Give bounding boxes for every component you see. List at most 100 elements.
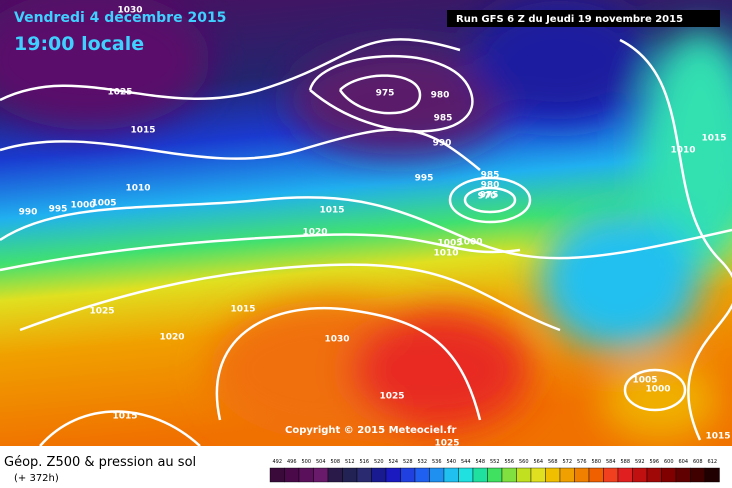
isobar-label: 1015	[705, 432, 730, 442]
isobar-label: 1015	[230, 305, 255, 315]
legend-label: 516	[359, 459, 369, 465]
isobar-label: 970	[478, 192, 497, 202]
legend-swatch	[559, 467, 575, 483]
footer-subtitle: (+ 372h)	[14, 473, 59, 484]
legend-swatch	[617, 467, 633, 483]
legend-label: 568	[548, 459, 558, 465]
legend-swatch	[603, 467, 619, 483]
legend-swatch	[487, 467, 503, 483]
legend-swatch	[443, 467, 459, 483]
isobar-label: 1025	[107, 88, 132, 98]
isobar-label: 1000	[70, 201, 95, 211]
isobar-label: 1020	[159, 333, 184, 343]
isobar-label: 1015	[112, 412, 137, 422]
legend-swatch	[632, 467, 648, 483]
legend-swatch	[385, 467, 401, 483]
isobar-label: 990	[19, 208, 38, 218]
isobar-label: 1025	[434, 439, 459, 449]
legend-swatch	[400, 467, 416, 483]
legend-label: 508	[330, 459, 340, 465]
legend-swatch	[414, 467, 430, 483]
legend-label: 608	[693, 459, 703, 465]
isobar-label: 1020	[302, 228, 327, 238]
legend-swatch	[313, 467, 329, 483]
isobar-label: 1025	[379, 392, 404, 402]
legend-label: 576	[577, 459, 587, 465]
legend-swatch	[690, 467, 706, 483]
legend-swatch	[501, 467, 517, 483]
legend-label: 580	[591, 459, 601, 465]
legend-swatch	[284, 467, 300, 483]
legend-swatch	[646, 467, 662, 483]
isobar-label: 995	[415, 174, 434, 184]
footer-title: Géop. Z500 & pression au sol	[4, 455, 196, 470]
legend-swatch	[574, 467, 590, 483]
legend-label: 584	[606, 459, 616, 465]
legend-label: 548	[475, 459, 485, 465]
legend-label: 528	[403, 459, 413, 465]
legend-label: 600	[664, 459, 674, 465]
legend-label: 560	[519, 459, 529, 465]
legend-swatch	[371, 467, 387, 483]
isobar-label: 990	[433, 139, 452, 149]
legend-label: 588	[620, 459, 630, 465]
legend-label: 492	[272, 459, 282, 465]
isobar-label: 1010	[125, 184, 150, 194]
legend-label: 504	[316, 459, 326, 465]
isobar-label: 1005	[437, 239, 462, 249]
legend-swatch	[704, 467, 720, 483]
legend-swatch	[458, 467, 474, 483]
isobar-label: 1030	[324, 335, 349, 345]
isobar-label: 1015	[130, 126, 155, 136]
legend-label: 532	[417, 459, 427, 465]
isobar-label: 1025	[89, 307, 114, 317]
legend-swatch	[472, 467, 488, 483]
legend-label: 596	[649, 459, 659, 465]
legend-label: 556	[504, 459, 514, 465]
legend-swatch	[269, 467, 285, 483]
legend-swatch	[516, 467, 532, 483]
legend-label: 520	[374, 459, 384, 465]
isobar-label: 1015	[701, 134, 726, 144]
date: Vendredi 4 décembre 2015	[14, 10, 226, 26]
legend-swatch	[356, 467, 372, 483]
legend-swatch	[429, 467, 445, 483]
legend-label: 592	[635, 459, 645, 465]
legend-label: 500	[301, 459, 311, 465]
legend-swatch	[327, 467, 343, 483]
legend-swatch	[661, 467, 677, 483]
legend-label: 612	[707, 459, 717, 465]
legend-label: 512	[345, 459, 355, 465]
isobar-label: 995	[49, 205, 68, 215]
isobar-label: 1015	[319, 206, 344, 216]
isobar-label: 1005	[91, 199, 116, 209]
legend-label: 572	[562, 459, 572, 465]
isobar-label: 1005	[632, 376, 657, 386]
legend-label: 604	[678, 459, 688, 465]
legend-label: 536	[432, 459, 442, 465]
isobar-label: 1000	[457, 238, 482, 248]
legend-label: 564	[533, 459, 543, 465]
legend-swatch	[298, 467, 314, 483]
isobar-label: 1010	[670, 146, 695, 156]
isobar-label: 1030	[117, 6, 142, 16]
legend-swatch	[530, 467, 546, 483]
map-background	[0, 0, 732, 446]
time: 19:00 locale	[14, 33, 144, 55]
isobar-label: 1010	[433, 249, 458, 259]
legend-label: 544	[461, 459, 471, 465]
legend-swatch	[588, 467, 604, 483]
run: Run GFS 6 Z du Jeudi 19 novembre 2015	[456, 14, 683, 25]
isobar-label: 980	[481, 181, 500, 191]
legend-label: 496	[287, 459, 297, 465]
isobar-label: 975	[376, 89, 395, 99]
isobar-label: 975	[480, 191, 499, 201]
isobar-label: 980	[431, 91, 450, 101]
legend-swatch	[675, 467, 691, 483]
legend-label: 552	[490, 459, 500, 465]
legend-swatch	[545, 467, 561, 483]
isobar-label: 985	[434, 114, 453, 124]
copyright: Copyright © 2015 Meteociel.fr	[285, 425, 456, 436]
isobar-label: 1000	[645, 385, 670, 395]
